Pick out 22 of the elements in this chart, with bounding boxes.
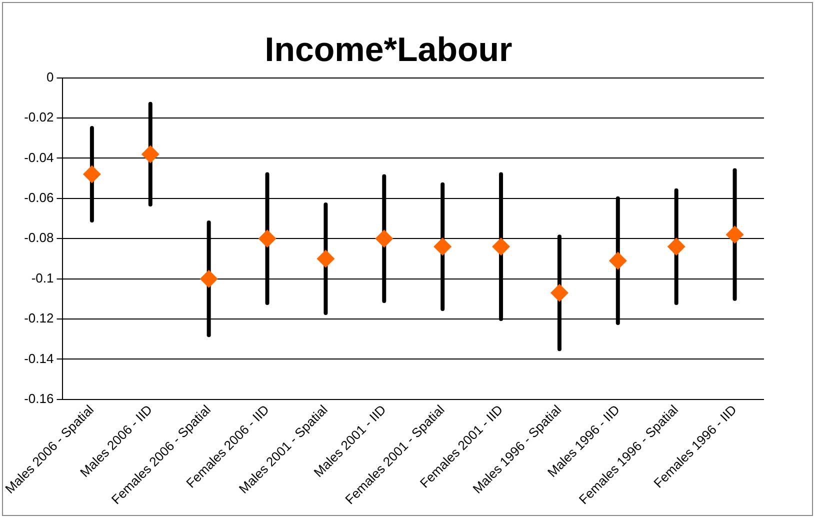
point	[550, 284, 568, 302]
point	[726, 226, 744, 244]
y-tick-label: -0.04	[24, 150, 54, 165]
y-tick-label: -0.14	[24, 350, 54, 366]
point	[667, 238, 686, 256]
point	[316, 250, 335, 268]
y-tick-label: -0.16	[24, 391, 54, 406]
point	[82, 165, 101, 184]
y-tick-label: -0.1	[31, 270, 54, 286]
y-tick-label: 0	[46, 69, 54, 84]
point	[492, 238, 510, 256]
point	[200, 270, 218, 288]
point	[258, 230, 276, 248]
point	[608, 252, 627, 270]
y-tick-label: -0.12	[24, 310, 54, 326]
y-tick-label: -0.02	[24, 110, 54, 125]
y-tick-label: -0.06	[24, 190, 54, 205]
point	[141, 145, 160, 164]
chart-title: Income*Labour	[264, 30, 512, 69]
y-tick-label: -0.08	[24, 230, 54, 246]
point	[434, 238, 452, 256]
point	[375, 230, 394, 248]
